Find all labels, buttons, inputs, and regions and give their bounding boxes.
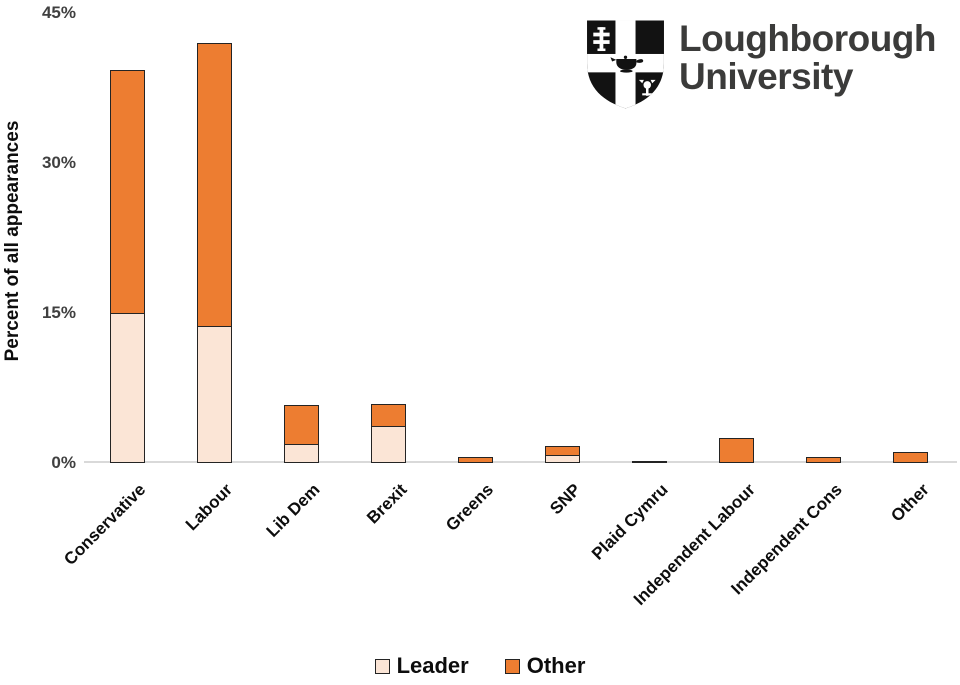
x-tick-label-lib-dem: Lib Dem [262,480,324,541]
x-tick-label-labour: Labour [182,480,237,535]
bar-segment-leader-labour [196,325,232,463]
bar-segment-leader-brexit [370,425,406,463]
bar-segment-leader-lib-dem [283,443,319,463]
bar-segment-other-greens [457,456,493,463]
bar-segment-other-independent-labour [718,437,754,463]
y-tick-label-15: 15% [41,303,76,322]
y-tick-label-45: 45% [41,3,76,22]
legend-label-other: Other [526,653,586,678]
bar-segment-other-lib-dem [283,404,319,446]
bar-segment-other-brexit [370,403,406,428]
x-tick-label-brexit: Brexit [362,480,411,528]
legend-swatch-leader [374,658,390,674]
university-logo: Loughborough University [583,18,937,110]
bar-segment-leader-conservative [109,312,145,463]
bar-segment-other-independent-cons [805,456,841,463]
university-logo-line1: Loughborough [679,18,937,59]
university-logo-line2: University [679,56,853,97]
legend-item-leader: Leader [374,653,469,679]
x-tick-label-conservative: Conservative [60,480,150,569]
bar-segment-other-snp [544,445,580,457]
x-tick-label-plaid-cymru: Plaid Cymru [587,480,672,564]
y-tick-label-30: 30% [41,153,76,172]
legend-swatch-other [504,658,520,674]
x-tick-label-snp: SNP [546,480,585,519]
university-shield-icon [587,20,664,109]
legend-label-leader: Leader [396,653,469,678]
legend-item-other: Other [504,653,586,679]
bar-segment-other-labour [196,42,232,328]
x-tick-label-other: Other [886,480,933,526]
y-axis-title: Percent of all appearances [2,120,23,362]
x-tick-label-greens: Greens [442,480,498,535]
bar-segment-other-plaid-cymru [631,460,667,463]
bar-segment-other-conservative [109,69,145,315]
legend: Leader Other [0,651,960,681]
y-tick-label-0: 0% [51,453,76,472]
university-logo-text: Loughborough University [679,18,937,97]
x-axis-line [84,461,957,464]
bar-segment-other-other [892,451,928,463]
